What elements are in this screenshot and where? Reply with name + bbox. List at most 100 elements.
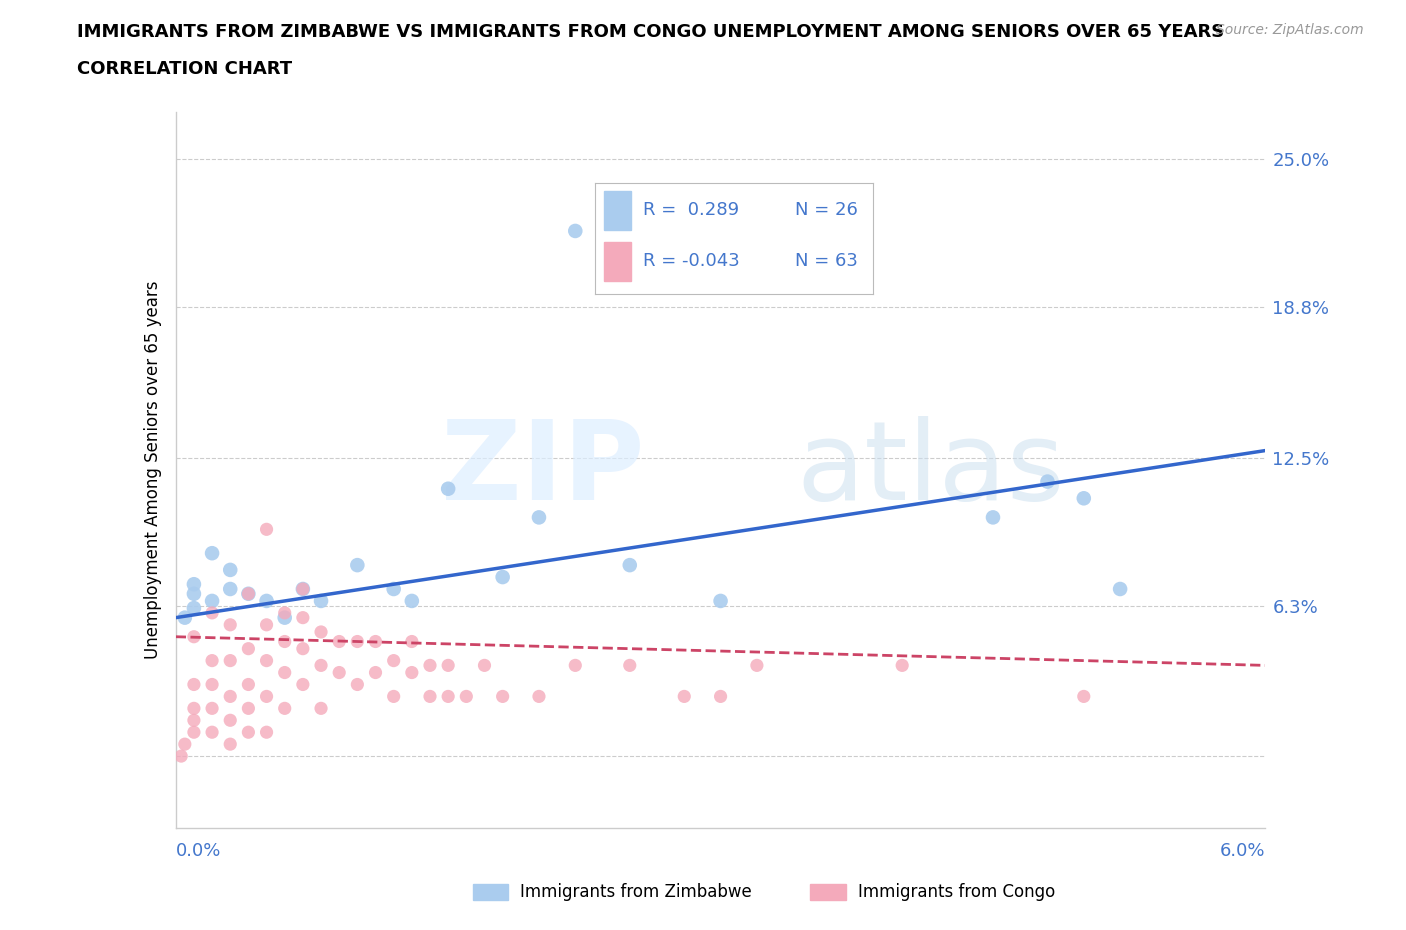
Point xyxy=(219,563,242,578)
Point xyxy=(1036,474,1059,489)
Point xyxy=(238,701,260,716)
Point xyxy=(183,724,205,739)
Point xyxy=(219,653,242,668)
Point xyxy=(710,593,733,608)
Text: CORRELATION CHART: CORRELATION CHART xyxy=(77,60,292,78)
Point xyxy=(201,677,224,692)
Point xyxy=(346,634,368,649)
Point xyxy=(219,581,242,596)
Point xyxy=(274,634,297,649)
Text: R = -0.043: R = -0.043 xyxy=(643,252,740,271)
Text: 6.0%: 6.0% xyxy=(1220,842,1265,860)
Point xyxy=(201,653,224,668)
Point xyxy=(401,665,423,680)
Point xyxy=(291,677,314,692)
Point xyxy=(256,522,278,537)
Point xyxy=(219,737,242,751)
Point xyxy=(619,558,641,573)
Point xyxy=(256,593,278,608)
Point xyxy=(201,605,224,620)
Point xyxy=(364,665,387,680)
Point xyxy=(891,658,914,672)
Point xyxy=(1073,491,1095,506)
Point xyxy=(309,625,332,640)
Point xyxy=(382,581,405,596)
Text: Immigrants from Zimbabwe: Immigrants from Zimbabwe xyxy=(520,883,752,901)
Point xyxy=(173,610,195,625)
Point xyxy=(238,586,260,601)
Point xyxy=(309,701,332,716)
Point xyxy=(170,749,193,764)
Text: N = 63: N = 63 xyxy=(796,252,858,271)
Point xyxy=(401,593,423,608)
Point xyxy=(183,712,205,727)
Point xyxy=(201,593,224,608)
Point xyxy=(364,634,387,649)
Point xyxy=(256,689,278,704)
Point xyxy=(1109,581,1132,596)
Point xyxy=(238,642,260,657)
Point xyxy=(291,610,314,625)
Point xyxy=(710,689,733,704)
Point xyxy=(619,658,641,672)
Point xyxy=(274,605,297,620)
Point xyxy=(274,665,297,680)
Point xyxy=(437,658,460,672)
Point xyxy=(201,724,224,739)
Point xyxy=(437,482,460,497)
Text: Source: ZipAtlas.com: Source: ZipAtlas.com xyxy=(1216,23,1364,37)
Point xyxy=(382,689,405,704)
Point xyxy=(492,569,515,585)
Point xyxy=(492,689,515,704)
Y-axis label: Unemployment Among Seniors over 65 years: Unemployment Among Seniors over 65 years xyxy=(143,281,162,658)
Text: Immigrants from Congo: Immigrants from Congo xyxy=(858,883,1054,901)
Text: ZIP: ZIP xyxy=(441,416,644,524)
Point xyxy=(238,724,260,739)
Point xyxy=(745,658,768,672)
Point xyxy=(219,712,242,727)
Point xyxy=(183,701,205,716)
Point xyxy=(238,586,260,601)
Bar xyxy=(603,242,631,281)
Point xyxy=(981,510,1004,525)
Point xyxy=(291,581,314,596)
Point xyxy=(673,689,696,704)
Point xyxy=(401,634,423,649)
Point xyxy=(291,581,314,596)
Point xyxy=(256,724,278,739)
Point xyxy=(183,601,205,616)
Point xyxy=(173,737,195,751)
Point xyxy=(474,658,496,672)
Point xyxy=(219,689,242,704)
Point xyxy=(328,665,350,680)
Point xyxy=(309,593,332,608)
Point xyxy=(183,577,205,591)
Text: IMMIGRANTS FROM ZIMBABWE VS IMMIGRANTS FROM CONGO UNEMPLOYMENT AMONG SENIORS OVE: IMMIGRANTS FROM ZIMBABWE VS IMMIGRANTS F… xyxy=(77,23,1225,41)
Point xyxy=(274,701,297,716)
Point xyxy=(1073,689,1095,704)
Text: atlas: atlas xyxy=(797,416,1066,524)
Point xyxy=(564,658,586,672)
Point xyxy=(419,658,441,672)
Text: N = 26: N = 26 xyxy=(796,202,858,219)
Point xyxy=(274,610,297,625)
Point xyxy=(219,618,242,632)
Point xyxy=(201,546,224,561)
Point xyxy=(256,653,278,668)
Point xyxy=(183,630,205,644)
Point xyxy=(256,618,278,632)
Point xyxy=(201,701,224,716)
Point xyxy=(456,689,478,704)
Bar xyxy=(472,884,509,900)
Text: R =  0.289: R = 0.289 xyxy=(643,202,738,219)
Point xyxy=(309,658,332,672)
Bar xyxy=(810,884,846,900)
Point xyxy=(564,223,586,238)
Point xyxy=(238,677,260,692)
Point xyxy=(183,586,205,601)
Point xyxy=(346,558,368,573)
Text: 0.0%: 0.0% xyxy=(176,842,221,860)
Point xyxy=(527,689,550,704)
Point xyxy=(346,677,368,692)
Point xyxy=(437,689,460,704)
